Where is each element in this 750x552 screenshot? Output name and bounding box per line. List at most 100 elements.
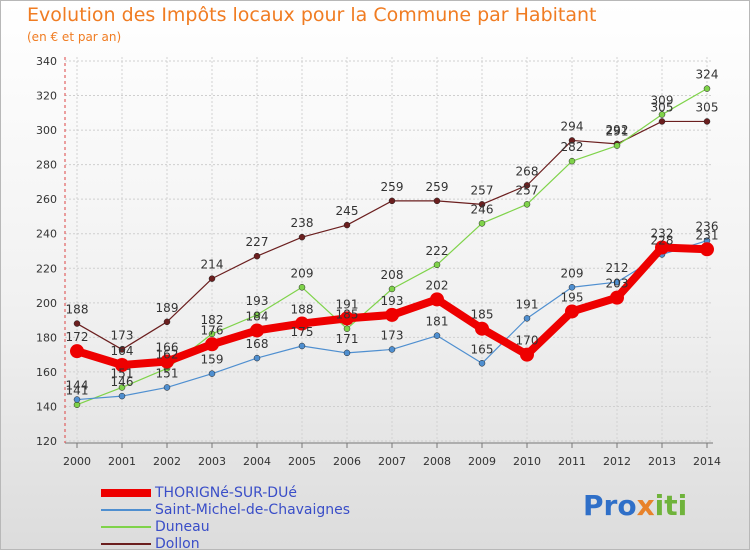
data-label: 212 <box>606 261 629 275</box>
data-label: 181 <box>426 315 449 329</box>
data-point <box>298 342 306 350</box>
x-tick-label: 2000 <box>63 455 91 468</box>
data-label: 175 <box>291 325 314 339</box>
y-tick-label: 260 <box>36 193 57 206</box>
data-label: 209 <box>291 266 314 280</box>
data-point <box>73 396 81 403</box>
chart-title: Evolution des Impôts locaux pour la Comm… <box>27 4 597 26</box>
data-label: 227 <box>246 235 269 249</box>
data-label: 193 <box>246 294 269 308</box>
data-point <box>253 252 261 260</box>
data-point <box>340 311 354 326</box>
logo-part-2: x <box>636 489 655 522</box>
data-point <box>568 137 576 144</box>
x-tick-label: 2010 <box>513 455 541 468</box>
proxiti-logo: Proxiti <box>583 489 687 522</box>
data-point <box>208 275 216 282</box>
data-point <box>478 220 486 227</box>
logo-part-1: Pro <box>583 489 637 522</box>
x-tick-label: 2006 <box>333 455 361 468</box>
grid <box>65 57 713 442</box>
data-label: 191 <box>516 297 539 311</box>
data-point <box>70 344 84 359</box>
data-point <box>568 284 576 291</box>
x-tick-label: 2003 <box>198 455 226 468</box>
x-tick-label: 2014 <box>693 455 721 468</box>
data-label: 259 <box>426 180 449 194</box>
data-label: 165 <box>471 342 494 356</box>
data-point <box>523 201 531 208</box>
data-point <box>610 290 624 305</box>
data-label: 231 <box>696 228 719 242</box>
data-labels: 188 173 189 214 227 238 245 259 259 257 268 294 292 3… <box>66 68 719 398</box>
y-tick-label: 300 <box>36 124 57 137</box>
data-point <box>343 221 351 229</box>
data-label: 232 <box>651 227 674 241</box>
data-label: 162 <box>156 347 179 361</box>
data-label: 202 <box>426 278 449 292</box>
data-label: 188 <box>66 303 89 317</box>
y-tick-label: 140 <box>36 400 57 413</box>
data-label: 238 <box>291 216 314 230</box>
data-label: 222 <box>426 244 449 258</box>
data-label: 168 <box>246 337 269 351</box>
data-label: 173 <box>381 328 404 342</box>
data-label: 182 <box>201 313 224 327</box>
data-label: 171 <box>336 332 359 346</box>
data-point <box>658 118 666 125</box>
legend-swatch-thorigne <box>101 488 151 497</box>
data-point <box>163 384 171 391</box>
legend-swatch-dollon <box>101 542 151 545</box>
x-tick-label: 2001 <box>108 455 136 468</box>
axes: 120 140 160 180 200 220 240 260 280 300 320 340 2000… <box>36 55 721 468</box>
data-point <box>160 354 174 369</box>
data-label: 189 <box>156 301 179 315</box>
data-label: 214 <box>201 258 224 272</box>
legend-swatch-duneau <box>101 525 151 528</box>
data-label: 185 <box>471 308 494 322</box>
data-point <box>613 278 621 286</box>
x-tick-label: 2009 <box>468 455 496 468</box>
x-tick-label: 2013 <box>648 455 676 468</box>
y-tick-label: 180 <box>36 331 57 344</box>
data-point <box>163 318 171 326</box>
legend-label-dollon: Dollon <box>155 535 200 552</box>
data-label: 208 <box>381 268 404 282</box>
data-label: 151 <box>156 366 179 380</box>
x-tick-label: 2011 <box>558 455 586 468</box>
data-point <box>115 358 129 372</box>
data-label: 184 <box>246 309 269 323</box>
data-point <box>523 182 531 189</box>
data-label: 173 <box>111 328 134 342</box>
legend-label-saint-michel: Saint-Michel-de-Chavaignes <box>155 501 351 518</box>
y-tick-label: 340 <box>36 55 57 68</box>
legend-label-thorigne: THORIGNé-SUR-DUé <box>155 484 297 501</box>
legend-swatch-saint-michel <box>101 508 151 511</box>
data-label: 246 <box>471 202 494 216</box>
data-point <box>253 311 261 319</box>
data-label: 185 <box>336 308 359 322</box>
legend-item-thorigne: THORIGNé-SUR-DUé <box>101 484 350 501</box>
data-label: 193 <box>381 294 404 308</box>
data-point <box>205 337 219 352</box>
data-point <box>298 233 306 241</box>
data-label: 166 <box>156 341 179 355</box>
data-label: 236 <box>696 220 719 234</box>
data-point <box>385 307 399 322</box>
data-point <box>613 142 621 149</box>
data-label: 141 <box>66 384 89 398</box>
data-label: 282 <box>561 140 584 154</box>
chart-subtitle: (en € et par an) <box>27 30 122 44</box>
legend-label-duneau: Duneau <box>155 518 210 535</box>
data-point <box>478 201 486 208</box>
data-point <box>703 85 711 92</box>
data-point <box>475 321 489 336</box>
data-point <box>388 285 396 293</box>
data-label: 191 <box>336 297 359 311</box>
data-point <box>118 346 126 353</box>
legend: THORIGNé-SUR-DUé Saint-Michel-de-Chavaig… <box>101 484 350 552</box>
data-point <box>208 330 216 338</box>
data-point <box>118 392 126 400</box>
data-point <box>250 323 264 338</box>
